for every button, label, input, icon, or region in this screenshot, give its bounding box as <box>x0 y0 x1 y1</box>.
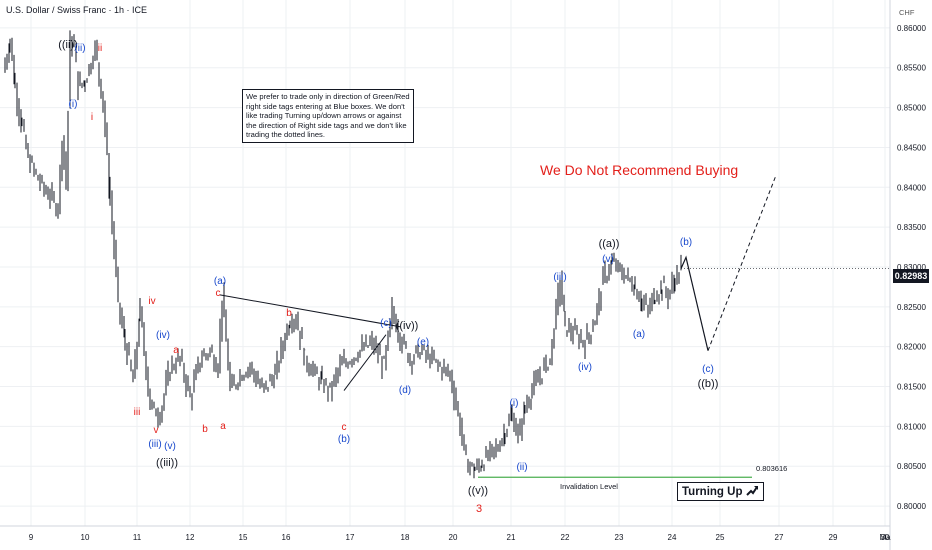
wave-label: (ii) <box>516 462 527 473</box>
x-tick-label: Ma <box>879 533 891 542</box>
x-tick-label: 18 <box>401 533 410 542</box>
triangle-line <box>219 294 401 328</box>
wave-label: ii <box>98 43 102 54</box>
wave-label: ((ii)) <box>58 39 78 51</box>
wave-label: ((iii)) <box>156 457 178 469</box>
wave-label: (v) <box>602 254 614 265</box>
y-tick-label: 0.83000 <box>897 263 926 272</box>
wave-label: a <box>220 421 226 432</box>
wave-label: c <box>342 422 347 433</box>
x-tick-label: 24 <box>668 533 677 542</box>
x-tick-label: 17 <box>346 533 355 542</box>
projection-path <box>680 255 709 351</box>
wave-label: b <box>202 424 208 435</box>
wave-label: ((iv)) <box>396 320 419 332</box>
x-tick-label: 10 <box>81 533 90 542</box>
wave-label: (c) <box>380 318 392 329</box>
y-tick-label: 0.86000 <box>897 24 926 33</box>
wave-label: b <box>286 308 292 319</box>
wave-label: (v) <box>164 441 176 452</box>
wave-label: ((b)) <box>698 378 719 390</box>
y-tick-label: 0.84500 <box>897 143 926 152</box>
y-tick-label: 0.85500 <box>897 64 926 73</box>
y-tick-label: 0.82500 <box>897 303 926 312</box>
wave-label: c <box>216 288 221 299</box>
wave-label: ((v)) <box>468 485 488 497</box>
y-tick-label: 0.81000 <box>897 422 926 431</box>
y-tick-label: 0.85000 <box>897 104 926 113</box>
wave-label: iv <box>148 296 155 307</box>
y-tick-label: 0.81500 <box>897 383 926 392</box>
wave-label: (c) <box>702 364 714 375</box>
wave-label: ((a)) <box>599 238 620 250</box>
wave-label: (a) <box>633 329 645 340</box>
wave-label: (i) <box>69 99 78 110</box>
x-tick-label: 29 <box>829 533 838 542</box>
wave-label: (b) <box>338 434 350 445</box>
wave-label: a <box>173 345 179 356</box>
wave-label: (d) <box>399 385 411 396</box>
currency-label: CHF <box>899 8 915 17</box>
wave-label: (i) <box>510 398 519 409</box>
y-tick-label: 0.83500 <box>897 223 926 232</box>
wave-label: (e) <box>417 337 429 348</box>
turning-up-tag: Turning Up <box>677 482 764 501</box>
wave-label: (a) <box>214 276 226 287</box>
x-tick-label: 23 <box>615 533 624 542</box>
x-tick-label: 15 <box>239 533 248 542</box>
wave-label: i <box>91 112 93 123</box>
wave-label: (iv) <box>156 330 170 341</box>
y-tick-label: 0.80500 <box>897 462 926 471</box>
wave-label: (iii) <box>553 272 566 283</box>
wave-label: (iii) <box>148 439 161 450</box>
x-tick-label: 9 <box>29 533 34 542</box>
arrow-up-right-icon <box>745 486 758 496</box>
wave-label: (b) <box>680 237 692 248</box>
invalidation-level-label: Invalidation Level <box>560 482 618 491</box>
invalidation-level-value: 0.803616 <box>756 464 788 473</box>
x-tick-label: 22 <box>561 533 570 542</box>
x-tick-label: 25 <box>716 533 725 542</box>
y-tick-label: 0.82000 <box>897 343 926 352</box>
x-tick-label: 27 <box>775 533 784 542</box>
triangle-line <box>343 334 387 391</box>
x-tick-label: 16 <box>282 533 291 542</box>
x-tick-label: 12 <box>186 533 195 542</box>
x-tick-label: 20 <box>449 533 458 542</box>
wave-label: (iv) <box>578 362 592 373</box>
x-tick-label: 21 <box>507 533 516 542</box>
last-price-tag: 0.82983 <box>893 269 929 283</box>
turning-up-label: Turning Up <box>682 486 743 498</box>
x-tick-label: 30 <box>881 533 890 542</box>
x-tick-label: 11 <box>133 533 142 542</box>
wave-label: iii <box>134 407 141 418</box>
chart-title: U.S. Dollar / Swiss Franc · 1h · ICE <box>6 5 148 15</box>
y-tick-label: 0.80000 <box>897 502 926 511</box>
wave-label: (ii) <box>74 43 85 54</box>
projection-dotted <box>707 175 777 351</box>
y-tick-label: 0.84000 <box>897 183 926 192</box>
recommendation-text: We Do Not Recommend Buying <box>540 162 739 178</box>
wave-label: v <box>154 425 159 436</box>
trading-note: We prefer to trade only in direction of … <box>242 89 414 143</box>
wave-label: 3 <box>476 503 482 515</box>
